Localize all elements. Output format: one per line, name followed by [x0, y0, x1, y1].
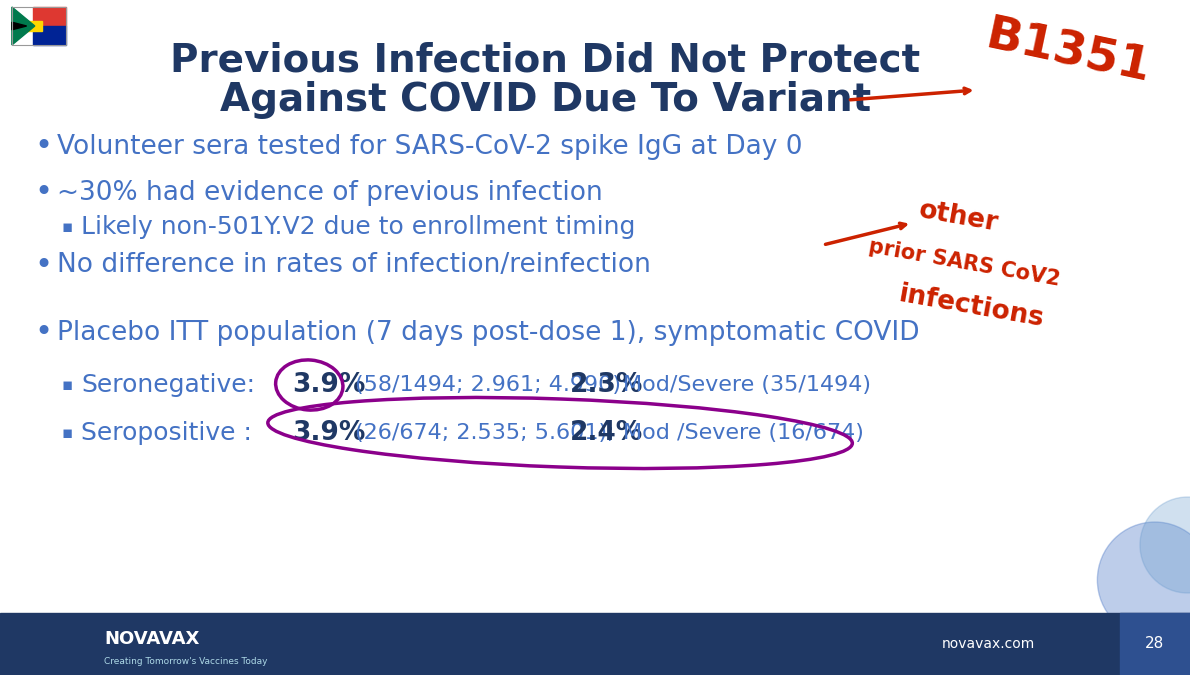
- Text: •: •: [35, 132, 53, 161]
- Polygon shape: [12, 7, 35, 45]
- Text: 2.4%: 2.4%: [570, 420, 643, 446]
- Text: •: •: [35, 319, 53, 348]
- Text: ▪: ▪: [61, 218, 73, 236]
- Text: B1351: B1351: [982, 14, 1154, 92]
- Text: infections: infections: [898, 281, 1046, 333]
- Circle shape: [1140, 497, 1200, 593]
- Text: Likely non-501Y.V2 due to enrollment timing: Likely non-501Y.V2 due to enrollment tim…: [82, 215, 636, 239]
- Text: NOVAVAX: NOVAVAX: [104, 630, 199, 648]
- Text: novavax.com: novavax.com: [942, 637, 1034, 651]
- Text: No difference in rates of infection/reinfection: No difference in rates of infection/rein…: [58, 252, 652, 278]
- Text: 28: 28: [1145, 637, 1164, 651]
- Text: Creating Tomorrow's Vaccines Today: Creating Tomorrow's Vaccines Today: [104, 657, 268, 666]
- Text: ~30% had evidence of previous infection: ~30% had evidence of previous infection: [58, 180, 604, 206]
- Text: Seronegative:: Seronegative:: [82, 373, 256, 397]
- Text: other: other: [917, 197, 1001, 237]
- Text: 3.9%: 3.9%: [293, 372, 366, 398]
- Text: Placebo ITT population (7 days post-dose 1), symptomatic COVID: Placebo ITT population (7 days post-dose…: [58, 320, 920, 346]
- Circle shape: [1097, 522, 1200, 638]
- Bar: [12, 7, 66, 45]
- Text: 3.9%: 3.9%: [293, 420, 366, 446]
- Text: Mod/Severe (35/1494): Mod/Severe (35/1494): [623, 375, 870, 395]
- Text: Previous Infection Did Not Protect: Previous Infection Did Not Protect: [170, 41, 920, 79]
- Text: Mod /Severe (16/674): Mod /Severe (16/674): [623, 423, 864, 443]
- Text: Seropositive :: Seropositive :: [82, 421, 252, 445]
- Text: Volunteer sera tested for SARS-CoV-2 spike IgG at Day 0: Volunteer sera tested for SARS-CoV-2 spi…: [58, 134, 803, 160]
- Text: •: •: [35, 178, 53, 207]
- Bar: [32, 7, 66, 26]
- Bar: [32, 26, 66, 45]
- Text: (58/1494; 2.961; 4.990):: (58/1494; 2.961; 4.990):: [355, 375, 629, 395]
- Text: (26/674; 2.535; 5.601);: (26/674; 2.535; 5.601);: [355, 423, 614, 443]
- Polygon shape: [12, 22, 26, 30]
- Text: 2.3%: 2.3%: [570, 372, 643, 398]
- Bar: [1120, 613, 1189, 675]
- Text: ▪: ▪: [61, 424, 73, 442]
- Polygon shape: [12, 22, 42, 30]
- Text: •: •: [35, 250, 53, 279]
- Text: Against COVID Due To Variant: Against COVID Due To Variant: [220, 81, 871, 119]
- Text: prior SARS CoV2: prior SARS CoV2: [868, 236, 1062, 290]
- Bar: [12, 7, 66, 45]
- Text: ▪: ▪: [61, 376, 73, 394]
- Bar: [0, 613, 1189, 675]
